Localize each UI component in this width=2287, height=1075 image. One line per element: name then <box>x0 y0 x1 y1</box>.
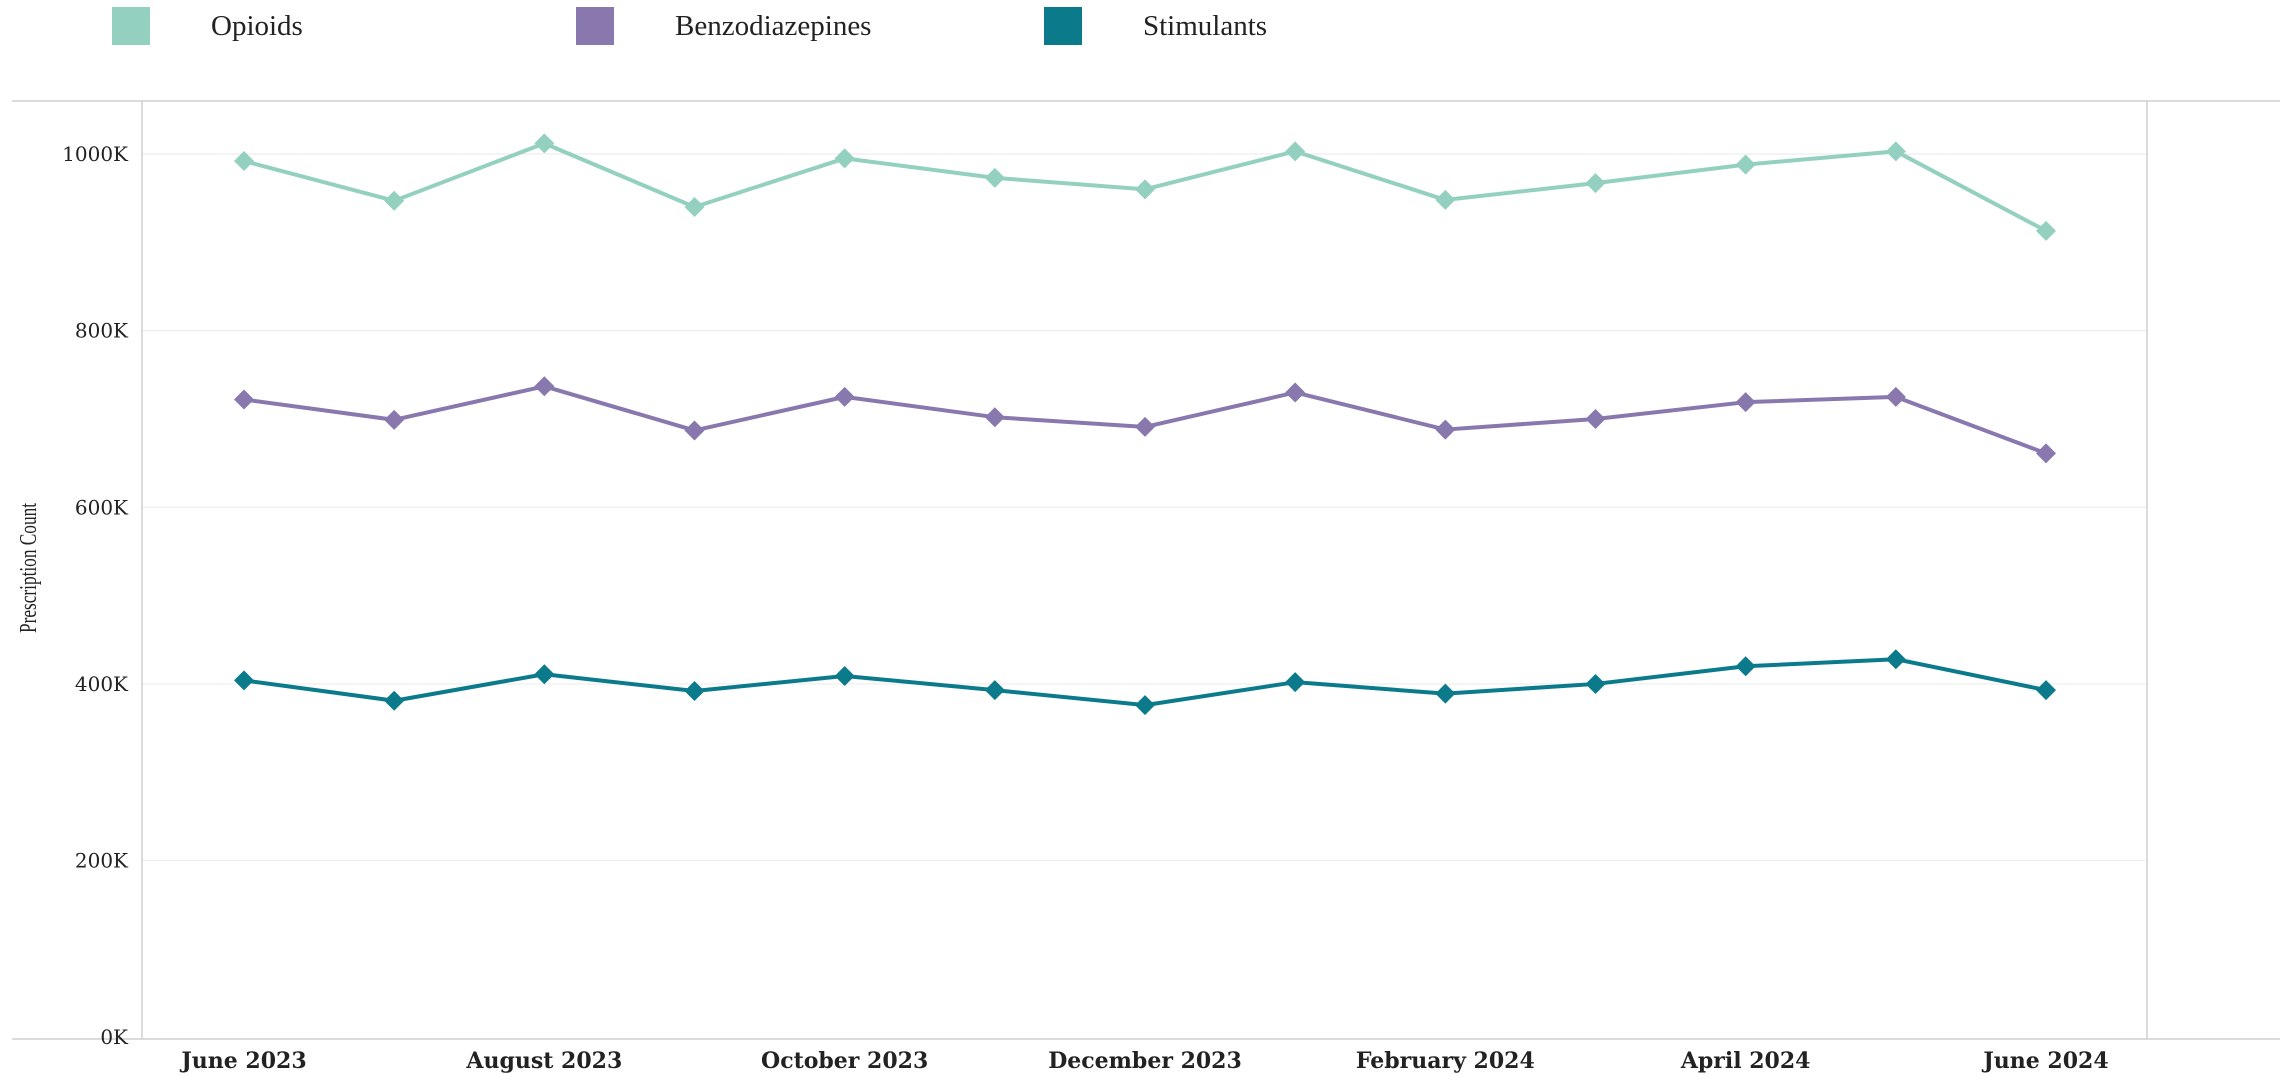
data-point <box>384 190 405 211</box>
data-point <box>1735 392 1756 413</box>
y-tick-label: 600K <box>75 495 129 519</box>
data-point <box>1135 179 1155 200</box>
data-point <box>1135 416 1155 437</box>
data-point <box>984 167 1005 188</box>
data-point <box>384 690 405 711</box>
series-layer <box>234 133 2056 716</box>
legend: Opioids Benzodiazepines Stimulants <box>0 0 2287 60</box>
series-opioids <box>234 133 2056 241</box>
data-point <box>984 680 1005 701</box>
data-point <box>534 376 555 397</box>
data-point <box>234 670 254 691</box>
x-tick-label: June 2024 <box>1981 1048 2108 1074</box>
y-axis-title: Prescription Count <box>14 503 42 633</box>
legend-item-benzodiazepines: Benzodiazepines <box>576 6 871 46</box>
data-point <box>834 386 855 407</box>
data-point <box>1285 672 1306 693</box>
data-point <box>384 409 405 430</box>
data-point <box>1735 154 1756 175</box>
data-point <box>1285 382 1306 403</box>
gridlines <box>142 153 2147 862</box>
y-tick-label: 800K <box>75 319 129 343</box>
data-point <box>1885 649 1906 670</box>
axes <box>12 100 2280 1040</box>
series-stimulants <box>234 649 2056 716</box>
data-point <box>684 196 705 217</box>
y-tick-labels: 0K 200K 400K 600K 800K 1000K <box>62 142 129 1049</box>
data-point <box>1135 695 1155 716</box>
x-tick-label: April 2024 <box>1680 1048 1811 1074</box>
x-tick-label: October 2023 <box>761 1048 928 1074</box>
data-point <box>2036 220 2056 241</box>
data-point <box>1885 386 1906 407</box>
data-point <box>1585 173 1606 194</box>
data-point <box>534 664 555 685</box>
legend-swatch <box>1044 7 1082 45</box>
y-tick-label: 400K <box>75 672 129 696</box>
data-point <box>2036 443 2056 464</box>
legend-item-opioids: Opioids <box>112 6 303 46</box>
data-point <box>684 681 705 702</box>
x-tick-label: February 2024 <box>1356 1048 1535 1074</box>
x-tick-labels: June 2023 August 2023 October 2023 December… <box>179 1048 2108 1074</box>
y-tick-label: 0K <box>100 1025 129 1049</box>
data-point <box>2036 680 2056 701</box>
data-point <box>1735 656 1756 677</box>
legend-label: Opioids <box>211 9 303 42</box>
data-point <box>1585 408 1606 429</box>
x-tick-label: June 2023 <box>179 1048 306 1074</box>
data-point <box>1885 141 1906 162</box>
legend-label: Stimulants <box>1143 9 1268 42</box>
data-point <box>984 407 1005 428</box>
data-point <box>684 420 705 441</box>
data-point <box>234 151 254 172</box>
data-point <box>1285 141 1306 162</box>
data-point <box>834 665 855 686</box>
data-point <box>834 148 855 169</box>
x-tick-label: December 2023 <box>1048 1048 1242 1074</box>
x-tick-label: August 2023 <box>465 1048 622 1074</box>
data-point <box>1585 673 1606 694</box>
y-tick-label: 1000K <box>62 142 129 166</box>
legend-label: Benzodiazepines <box>675 9 872 42</box>
data-point <box>1435 419 1456 440</box>
legend-item-stimulants: Stimulants <box>1044 6 1267 46</box>
data-point <box>234 389 254 410</box>
series-benzodiazepines <box>234 376 2056 464</box>
y-tick-label: 200K <box>75 849 129 873</box>
legend-swatch <box>576 7 614 45</box>
data-point <box>1435 189 1456 210</box>
data-point <box>534 133 555 154</box>
data-point <box>1435 683 1456 704</box>
legend-swatch <box>112 7 150 45</box>
